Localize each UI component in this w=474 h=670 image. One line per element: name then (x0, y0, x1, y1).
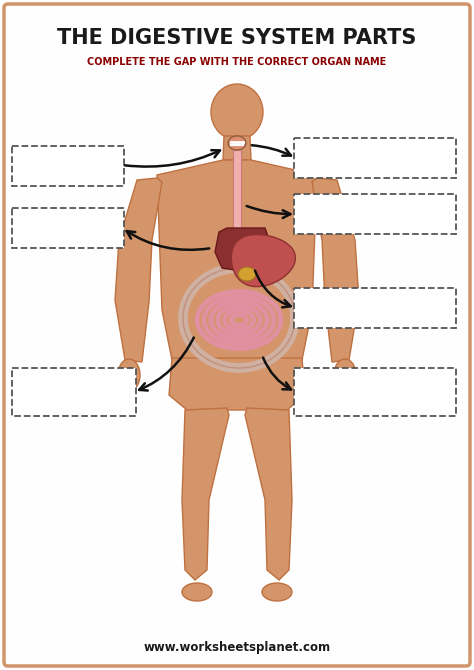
Ellipse shape (118, 359, 140, 391)
FancyBboxPatch shape (4, 4, 470, 666)
Ellipse shape (182, 583, 212, 601)
Polygon shape (231, 234, 295, 287)
FancyBboxPatch shape (294, 138, 456, 178)
Polygon shape (169, 358, 305, 410)
FancyBboxPatch shape (294, 194, 456, 234)
Polygon shape (245, 408, 292, 580)
Polygon shape (215, 228, 271, 272)
Ellipse shape (228, 136, 246, 150)
Ellipse shape (238, 267, 256, 281)
Polygon shape (157, 160, 317, 360)
FancyBboxPatch shape (12, 208, 124, 248)
Polygon shape (115, 178, 162, 362)
Polygon shape (233, 150, 241, 230)
FancyBboxPatch shape (294, 288, 456, 328)
Text: THE DIGESTIVE SYSTEM PARTS: THE DIGESTIVE SYSTEM PARTS (57, 28, 417, 48)
Ellipse shape (262, 583, 292, 601)
FancyBboxPatch shape (294, 368, 456, 416)
Polygon shape (182, 408, 229, 580)
Polygon shape (223, 136, 251, 160)
FancyBboxPatch shape (12, 368, 136, 416)
Ellipse shape (211, 84, 263, 140)
Text: COMPLETE THE GAP WITH THE CORRECT ORGAN NAME: COMPLETE THE GAP WITH THE CORRECT ORGAN … (87, 57, 387, 67)
Text: www.worksheetsplanet.com: www.worksheetsplanet.com (144, 641, 330, 655)
Polygon shape (312, 178, 359, 362)
FancyBboxPatch shape (12, 146, 124, 186)
Ellipse shape (334, 359, 356, 391)
